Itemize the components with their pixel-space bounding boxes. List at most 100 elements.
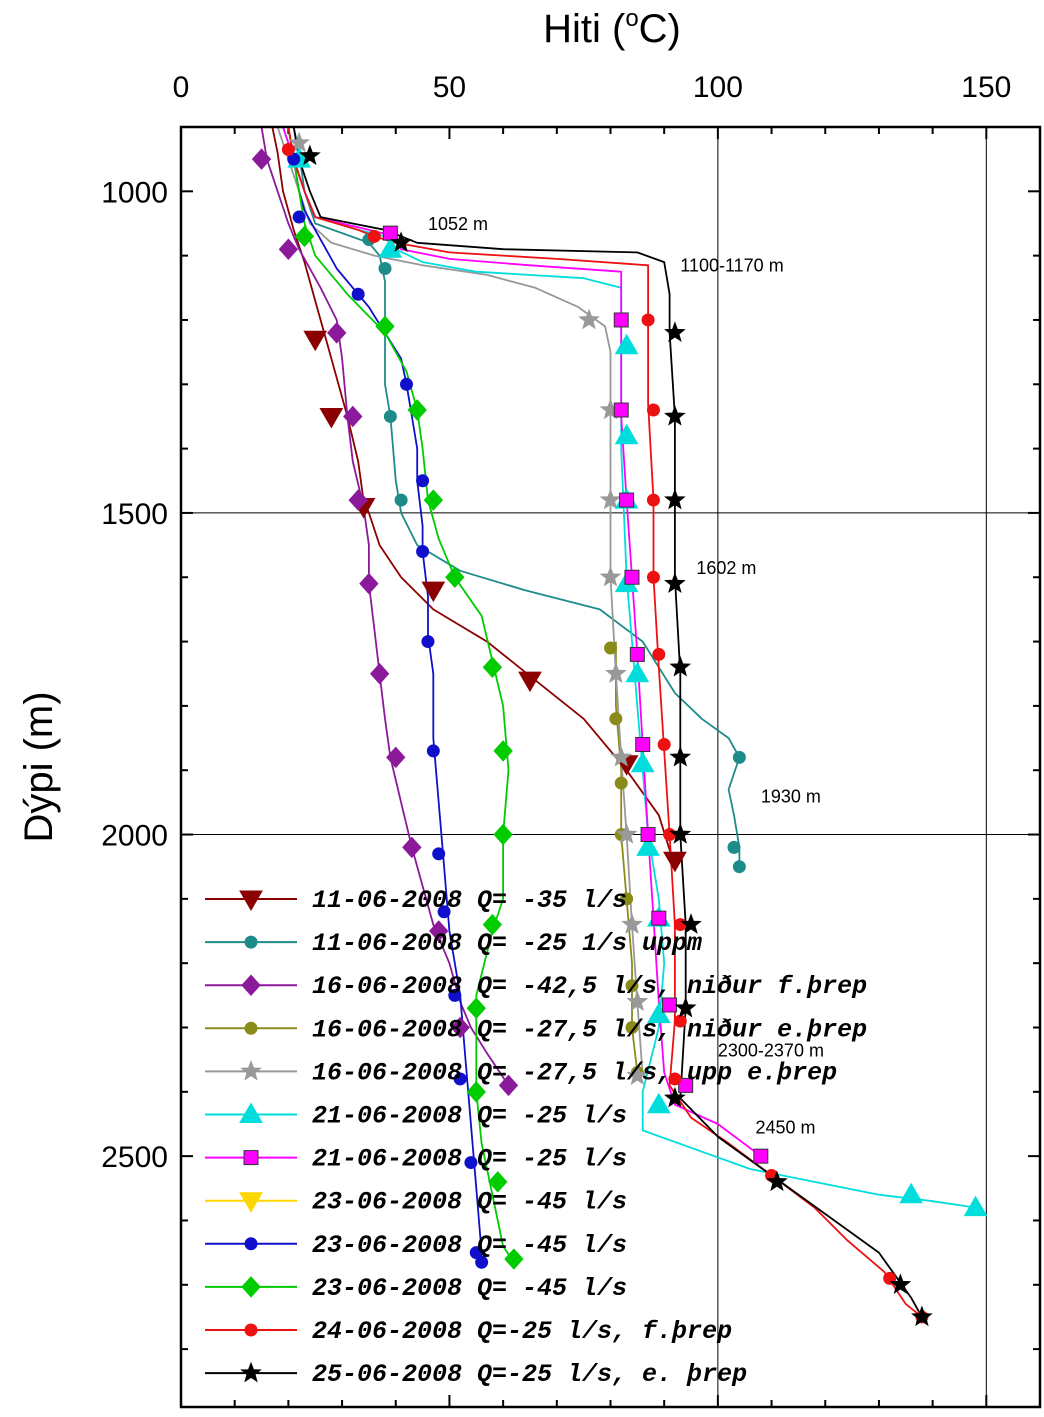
data-point-diamond xyxy=(466,997,486,1019)
data-point-square xyxy=(678,1077,694,1093)
x-tick-label: 150 xyxy=(961,71,1011,104)
series-line xyxy=(276,126,644,1076)
legend-entry-label: 25-06-2008 Q=-25 l/s, e. þrep xyxy=(312,1360,747,1389)
data-point-diamond xyxy=(423,489,444,511)
data-point-dot xyxy=(281,143,295,157)
data-point-tri-up xyxy=(614,333,639,355)
data-point-dot xyxy=(394,493,408,507)
data-point-star xyxy=(240,1059,262,1081)
data-point-star xyxy=(674,996,697,1018)
data-point-dot xyxy=(604,641,617,655)
data-point-dot xyxy=(614,776,628,790)
data-point-dot xyxy=(652,647,666,661)
y-tick-label: 2000 xyxy=(101,820,168,853)
depth-annotation: 1052 m xyxy=(428,214,488,234)
series-markers xyxy=(251,131,988,1327)
legend-entry-label: 21-06-2008 Q= -25 l/s xyxy=(312,1145,627,1174)
legend-entry-label: 23-06-2008 Q= -45 l/s xyxy=(312,1231,627,1260)
x-tick-label: 100 xyxy=(693,71,743,104)
data-point-dot xyxy=(464,1156,478,1170)
data-point-diamond xyxy=(429,920,449,942)
data-point-diamond xyxy=(488,1171,508,1193)
legend: 11-06-2008 Q= -35 l/s 11-06-2008 Q= -25 1… xyxy=(205,886,867,1389)
depth-annotation: 1100-1170 m xyxy=(680,256,783,276)
data-point-star xyxy=(626,990,649,1012)
data-point-star xyxy=(240,1361,262,1383)
depth-annotation: 1602 m xyxy=(696,558,756,578)
data-point-star xyxy=(390,231,412,253)
data-point-square xyxy=(243,1150,259,1166)
data-point-dot xyxy=(625,979,639,993)
data-point-star xyxy=(889,1273,912,1295)
data-point-diamond xyxy=(241,1276,261,1298)
data-point-star xyxy=(599,488,622,510)
data-point-star xyxy=(599,565,622,587)
legend-entry-label: 24-06-2008 Q=-25 l/s, f.þrep xyxy=(312,1317,732,1346)
data-point-star xyxy=(664,404,686,426)
data-point-dot xyxy=(244,1323,258,1337)
data-point-star xyxy=(626,1064,649,1085)
data-point-diamond xyxy=(375,315,395,338)
data-point-square xyxy=(635,736,651,752)
data-point-diamond xyxy=(402,836,422,859)
data-point-diamond xyxy=(359,572,379,595)
data-point-tri-down xyxy=(319,407,344,429)
data-point-tri-up xyxy=(625,661,650,683)
data-point-dot xyxy=(657,737,671,751)
data-point-dot xyxy=(416,474,430,488)
data-point-dot xyxy=(620,892,634,906)
data-point-dot xyxy=(646,403,660,417)
data-point-tri-down xyxy=(239,890,263,911)
data-point-star xyxy=(669,745,692,767)
data-point-square xyxy=(640,827,656,843)
data-point-tri-up xyxy=(630,751,655,773)
data-point-dot xyxy=(448,988,462,1002)
legend-entry-label: 11-06-2008 Q= -35 l/s xyxy=(312,886,627,915)
data-point-diamond xyxy=(386,746,406,769)
data-point-dot xyxy=(475,1255,489,1269)
data-point-star xyxy=(621,913,643,934)
data-point-dot xyxy=(244,1237,258,1251)
data-point-dot xyxy=(727,840,741,854)
data-point-dot xyxy=(244,935,258,949)
depth-annotation: 1930 m xyxy=(761,786,821,806)
data-point-dot xyxy=(292,210,306,224)
data-point-square xyxy=(651,910,667,926)
data-point-diamond xyxy=(294,225,315,248)
data-point-diamond xyxy=(493,740,513,762)
data-point-star xyxy=(664,572,686,593)
data-point-diamond xyxy=(445,566,465,588)
data-point-dot xyxy=(426,744,440,758)
data-point-square xyxy=(629,646,645,662)
axis-ticks: 0 50 100 150 1000 1500 2000 2500 xyxy=(101,71,1041,1407)
data-point-tri-up xyxy=(963,1195,988,1217)
series-line xyxy=(260,126,510,1086)
data-point-square xyxy=(753,1148,769,1164)
data-point-square xyxy=(624,569,640,585)
data-point-dot xyxy=(351,287,365,301)
series-line xyxy=(287,126,515,1263)
data-point-diamond xyxy=(327,322,347,344)
y-axis-title: Dýpi (m) xyxy=(17,691,61,842)
data-point-tri-down xyxy=(303,330,328,352)
data-point-diamond xyxy=(251,148,272,170)
data-point-dot xyxy=(244,1021,258,1035)
data-point-tri-up xyxy=(899,1182,924,1204)
data-point-diamond xyxy=(466,1081,486,1103)
plot-frame xyxy=(179,125,1042,1409)
data-point-tri-up xyxy=(646,1092,671,1114)
data-point-dot xyxy=(421,635,435,649)
legend-entry-label: 16-06-2008 Q= -27,5 l/s, upp e.þrep xyxy=(312,1058,837,1087)
data-point-tri-up xyxy=(239,1102,263,1123)
data-point-tri-down xyxy=(239,1192,263,1213)
legend-entry-label: 16-06-2008 Q= -27,5 l/s, niður e.þrep xyxy=(312,1015,867,1044)
data-point-diamond xyxy=(450,1016,470,1039)
data-point-dot xyxy=(646,570,660,584)
data-point-diamond xyxy=(369,662,390,685)
series-line xyxy=(292,126,741,867)
data-point-diamond xyxy=(278,238,299,260)
data-point-dot xyxy=(367,229,381,243)
depth-annotation: 2450 m xyxy=(755,1118,815,1138)
legend-entry-label: 23-06-2008 Q= -45 l/s xyxy=(312,1274,627,1303)
data-point-dot xyxy=(646,493,660,507)
